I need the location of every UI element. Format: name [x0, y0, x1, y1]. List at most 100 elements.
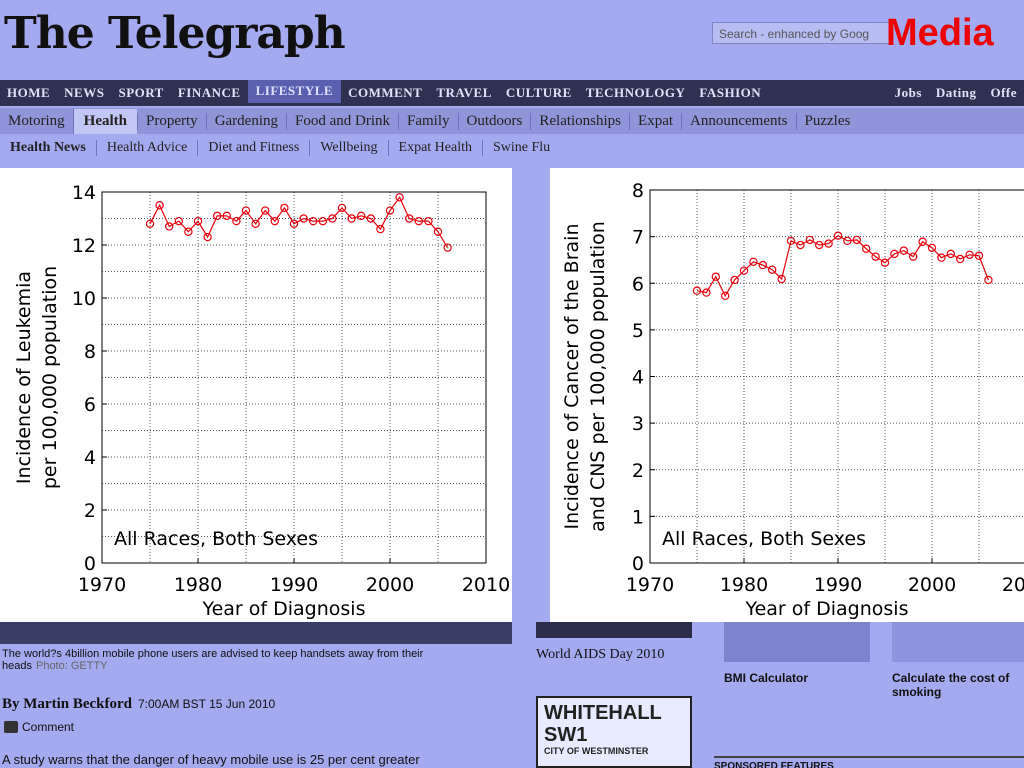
nav-item[interactable]: Wellbeing [309, 140, 387, 156]
nav-item[interactable]: Food and Drink [286, 112, 398, 130]
data-point [852, 235, 862, 245]
nav-item[interactable]: NEWS [64, 85, 105, 100]
annotation: All Races, Both Sexes [114, 528, 318, 550]
date: 7:00AM BST 15 Jun 2010 [137, 697, 276, 711]
data-point [984, 275, 993, 285]
x-tick-label: 1980 [720, 574, 768, 596]
byline: By Martin Beckford 7:00AM BST 15 Jun 2010 [2, 696, 275, 713]
data-point [777, 274, 786, 284]
sub-nav: Health News Health Advice Diet and Fitness… [0, 136, 1024, 160]
tool-link[interactable]: BMI Calculator [724, 671, 809, 685]
section-nav: Motoring Health Property Gardening Food and … [0, 108, 1024, 134]
x-axis-label: Year of Diagnosis [745, 598, 909, 620]
y-tick-label: 4 [632, 367, 644, 389]
nav-item[interactable]: Diet and Fitness [197, 140, 309, 156]
data-point [405, 214, 414, 223]
data-point [309, 216, 318, 226]
data-point [164, 222, 174, 231]
logo[interactable]: The Telegraph [4, 8, 346, 59]
data-point [899, 246, 909, 255]
data-point [414, 216, 423, 226]
data-point [815, 240, 824, 250]
y-tick-label: 14 [72, 182, 96, 204]
nav-item[interactable]: TRAVEL [436, 85, 492, 100]
data-point [145, 219, 155, 228]
data-point [299, 214, 308, 223]
y-tick-label: 1 [632, 506, 644, 528]
y-axis-label: per 100,000 population [39, 266, 61, 489]
data-point [739, 266, 749, 275]
y-tick-label: 6 [84, 394, 96, 416]
side-title[interactable]: World AIDS Day 2010 [536, 647, 665, 662]
nav-item[interactable]: Expat Health [387, 140, 482, 156]
data-point [692, 286, 702, 295]
y-tick-label: 0 [84, 553, 96, 575]
data-point [843, 236, 852, 246]
data-point [758, 260, 768, 270]
comment-link[interactable]: Comment [22, 720, 75, 734]
data-point [232, 216, 241, 226]
sign-line: SW1 [544, 724, 588, 746]
nav-item[interactable]: Outdoors [457, 112, 531, 130]
main-nav: HOME NEWS SPORT FINANCE LIFESTYLE COMMENT TRAV… [0, 80, 1024, 106]
nav-item[interactable]: FASHION [699, 85, 762, 100]
search-box[interactable]: Search - enhanced by Goog [712, 22, 892, 44]
nav-item[interactable]: Property [137, 112, 206, 130]
nav-item[interactable]: HOME [7, 85, 51, 100]
right-nav: Jobs Dating Offe [888, 85, 1024, 101]
data-point [385, 206, 395, 215]
sign-line: CITY OF WESTMINSTER [544, 746, 649, 756]
data-point [203, 232, 212, 242]
x-tick-label: 2010 [462, 574, 510, 596]
data-point [796, 240, 805, 250]
nav-item[interactable]: Dating [935, 85, 977, 100]
data-point [443, 243, 452, 252]
data-point [824, 239, 833, 248]
x-axis-label: Year of Diagnosis [202, 598, 366, 620]
author[interactable]: By Martin Beckford [2, 696, 132, 712]
nav-item[interactable]: Health Advice [95, 140, 197, 156]
data-point [918, 237, 927, 246]
data-point [241, 206, 251, 215]
nav-item[interactable]: Jobs [894, 85, 922, 100]
thumbnail [724, 622, 870, 662]
nav-item[interactable]: FINANCE [177, 85, 241, 100]
data-point [289, 219, 299, 228]
nav-item[interactable]: Expat [629, 112, 681, 130]
data-point [193, 216, 203, 226]
nav-item[interactable]: COMMENT [348, 85, 423, 100]
credit: Photo: GETTY [35, 660, 108, 672]
data-point [937, 253, 946, 262]
nav-item[interactable]: Puzzles [795, 112, 859, 130]
nav-item[interactable]: TECHNOLOGY [585, 85, 686, 100]
data-point [184, 227, 193, 236]
comment-icon[interactable] [4, 721, 18, 733]
y-tick-label: 8 [84, 341, 96, 363]
nav-item[interactable]: Family [398, 112, 458, 130]
nav-item[interactable]: Health News [10, 140, 86, 155]
data-point [862, 244, 871, 253]
nav-item[interactable]: Health [72, 108, 138, 134]
nav-item[interactable]: Gardening [205, 112, 286, 130]
y-tick-label: 5 [632, 320, 644, 342]
nav-item[interactable]: SPORT [118, 85, 164, 100]
nav-item[interactable]: Motoring [8, 112, 65, 129]
data-point [337, 203, 347, 213]
nav-item[interactable]: Offe [990, 85, 1017, 100]
nav-item[interactable]: LIFESTYLE [247, 80, 342, 103]
nav-item[interactable]: Announcements [681, 112, 795, 130]
data-point [318, 216, 327, 226]
data-point [721, 291, 730, 301]
nav-item[interactable]: Swine Flu [482, 140, 560, 156]
data-point [871, 252, 880, 261]
nav-item[interactable]: CULTURE [505, 85, 572, 100]
data-point [357, 211, 366, 221]
x-tick-label: 1990 [270, 574, 318, 596]
tool-link[interactable]: Calculate the cost of smoking [892, 671, 1010, 699]
data-point [270, 216, 279, 226]
article-text: A study warns that the danger of heavy m… [2, 752, 420, 767]
nav-item[interactable]: Relationships [530, 112, 629, 130]
data-point [786, 236, 796, 246]
data-point [833, 231, 843, 240]
